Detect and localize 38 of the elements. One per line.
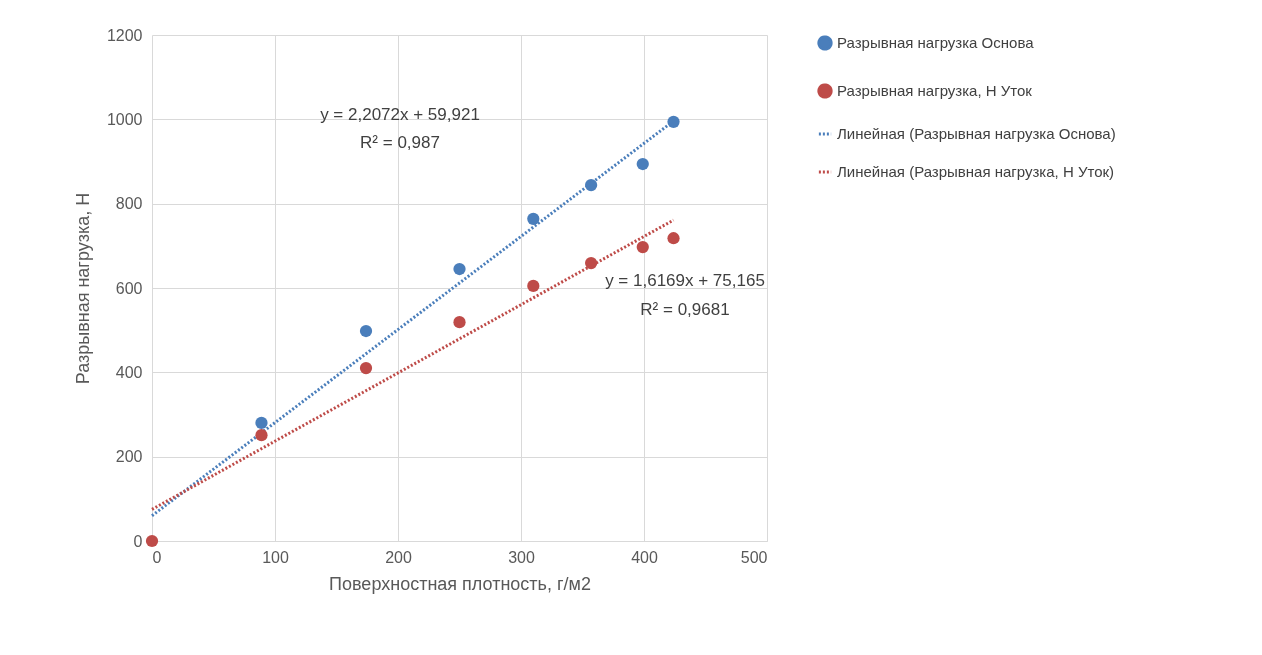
annotation: y = 1,6169x + 75,165 — [605, 271, 765, 290]
point — [527, 279, 540, 292]
point — [636, 240, 649, 254]
x-tick-label: 0 — [152, 548, 162, 566]
point — [145, 534, 159, 548]
x-tick-label: 300 — [508, 548, 535, 566]
legend-label: Разрывная нагрузка Основа — [837, 34, 1035, 51]
point — [359, 324, 373, 338]
point — [584, 257, 598, 270]
point — [527, 212, 540, 225]
point — [667, 115, 680, 128]
y-tick-label: 400 — [115, 363, 143, 381]
y-tick-label: 800 — [115, 195, 143, 213]
annotation: R² = 0,987 — [360, 133, 440, 152]
y-tick-label: 0 — [133, 532, 143, 550]
x-tick-label: 500 — [740, 548, 768, 566]
y-axis-title: Разрывная нагрузка, Н — [72, 192, 93, 385]
y-tick-label: 200 — [115, 448, 143, 466]
y-tick-label: 600 — [115, 279, 143, 297]
legend-label: Линейная (Разрывная нагрузка, Н Уток) — [837, 163, 1115, 180]
x-tick-label: 400 — [631, 548, 658, 566]
x-tick-label: 200 — [385, 548, 412, 566]
point — [636, 157, 649, 171]
point — [584, 179, 598, 192]
y-tick-label: 1000 — [106, 110, 143, 128]
x-tick-label: 100 — [262, 548, 289, 566]
point — [255, 416, 268, 430]
legend-label: Линейная (Разрывная нагрузка Основа) — [837, 125, 1116, 142]
point — [453, 262, 466, 276]
point — [359, 362, 373, 375]
annotation: R² = 0,9681 — [640, 300, 730, 319]
point — [255, 429, 268, 442]
point — [453, 316, 466, 329]
point — [667, 232, 680, 245]
legend-label: Разрывная нагрузка, Н Уток — [837, 82, 1033, 99]
x-axis-title: Поверхностная плотность, г/м2 — [329, 573, 591, 594]
annotation: y = 2,2072x + 59,921 — [320, 105, 480, 124]
y-tick-label: 1200 — [106, 26, 143, 44]
